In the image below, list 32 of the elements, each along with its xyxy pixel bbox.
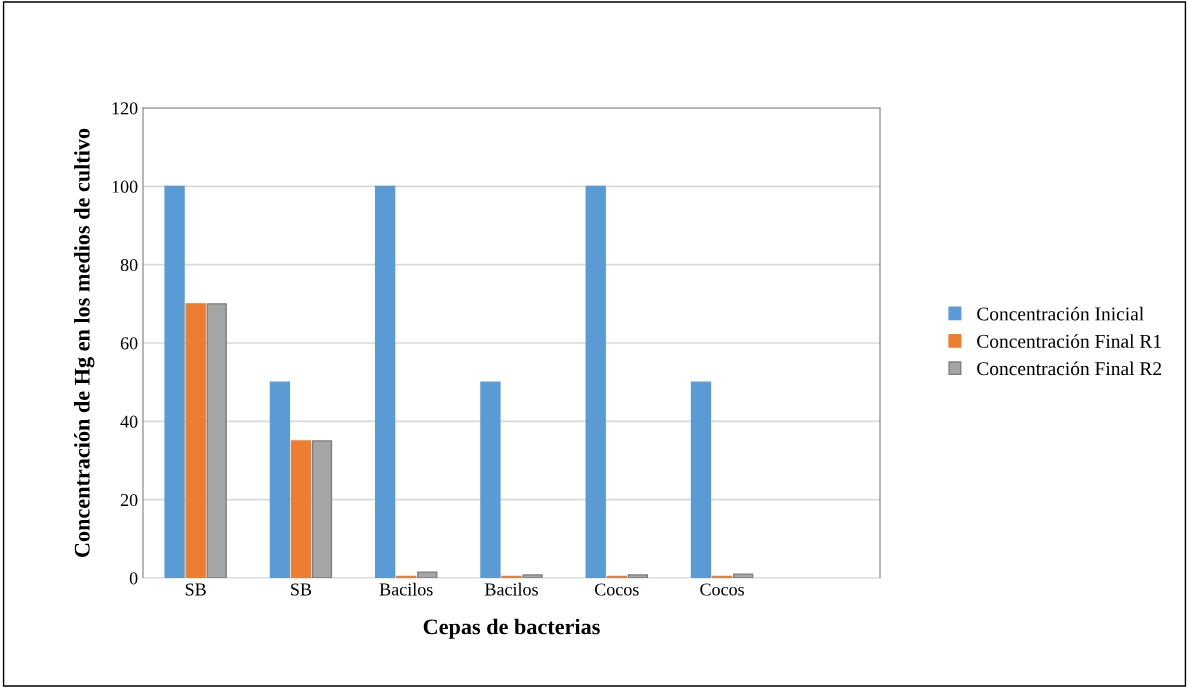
x-tick-label: Bacilos xyxy=(379,582,433,596)
bar xyxy=(690,381,712,578)
bar xyxy=(627,574,649,578)
bar xyxy=(374,185,396,578)
x-tick-label: Bacilos xyxy=(484,582,538,596)
bar xyxy=(164,185,185,578)
bar xyxy=(732,573,754,578)
bar xyxy=(311,440,333,578)
bar xyxy=(269,381,291,578)
y-tick-label: 100 xyxy=(112,180,138,193)
y-tick-label: 60 xyxy=(120,337,138,350)
y-tick-label: 40 xyxy=(120,415,138,428)
y-axis-title: Concentración de Hg en los medios de cultivo xyxy=(74,128,95,558)
bar xyxy=(522,574,543,578)
bar xyxy=(585,185,606,578)
bar xyxy=(417,571,438,578)
x-tick-label: Cocos xyxy=(594,583,639,596)
legend-label: Concentración Final R1 xyxy=(977,334,1161,348)
y-tick-label: 120 xyxy=(112,102,138,115)
y-tick-label: 20 xyxy=(120,493,138,507)
x-tick-label: SB xyxy=(291,583,312,596)
legend-label: Concentración Final R2 xyxy=(977,361,1162,376)
legend-label: Concentración Inicial xyxy=(977,306,1144,321)
x-axis-title: Cepas de bacterias xyxy=(423,618,600,639)
bar xyxy=(480,381,501,578)
x-tick-label: SB xyxy=(185,583,206,596)
bar xyxy=(206,303,227,578)
bar xyxy=(185,303,206,578)
bar xyxy=(290,440,312,578)
y-tick-label: 80 xyxy=(120,258,138,272)
y-tick-label: 0 xyxy=(129,572,138,585)
x-tick-label: Cocos xyxy=(700,583,744,596)
